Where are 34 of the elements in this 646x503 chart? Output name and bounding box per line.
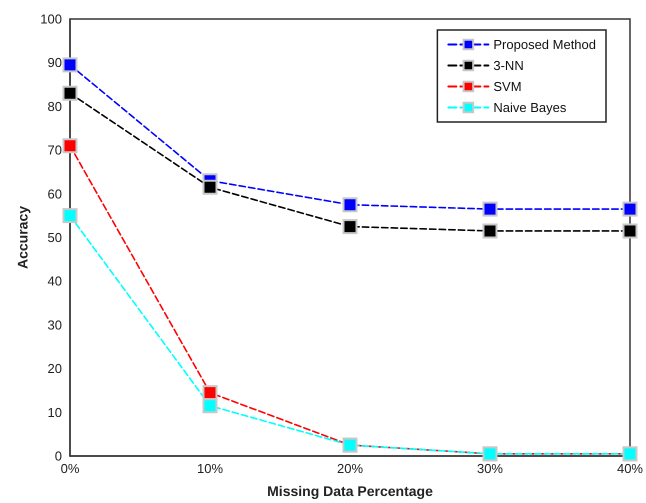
legend-label: 3-NN — [493, 58, 524, 73]
x-axis-title: Missing Data Percentage — [267, 483, 434, 499]
y-tick-label: 10 — [48, 404, 62, 420]
point — [202, 180, 218, 195]
x-tick-label: 40% — [616, 461, 644, 476]
x-tick-label: 10% — [196, 461, 224, 476]
y-tick-label: 80 — [48, 98, 62, 114]
y-tick-label: 90 — [48, 55, 62, 70]
y-tick-label: 40 — [48, 274, 62, 289]
x-tick-label: 20% — [336, 461, 364, 476]
y-tick-label: 70 — [48, 142, 62, 158]
legend-label: Naive Bayes — [493, 100, 567, 115]
point — [482, 202, 498, 217]
legend-label: SVM — [493, 79, 522, 94]
x-tick-label: 30% — [476, 461, 504, 476]
y-axis-title: Accuracy — [14, 206, 30, 270]
point — [62, 86, 78, 101]
point — [62, 208, 78, 224]
point — [202, 398, 218, 414]
point — [62, 138, 78, 154]
point — [342, 197, 358, 212]
point — [62, 57, 78, 72]
point — [622, 202, 638, 217]
y-tick-label: 30 — [48, 317, 62, 332]
point — [622, 223, 638, 238]
point — [482, 223, 498, 238]
x-tick-label: 0% — [60, 461, 80, 476]
y-tick-label: 20 — [48, 361, 62, 376]
y-tick-label: 100 — [40, 12, 62, 26]
y-tick-label: 60 — [48, 186, 62, 202]
legend-label: Proposed Method — [493, 37, 596, 52]
y-tick-label: 0 — [54, 448, 62, 464]
point — [342, 219, 358, 234]
y-tick-label: 50 — [48, 230, 62, 245]
